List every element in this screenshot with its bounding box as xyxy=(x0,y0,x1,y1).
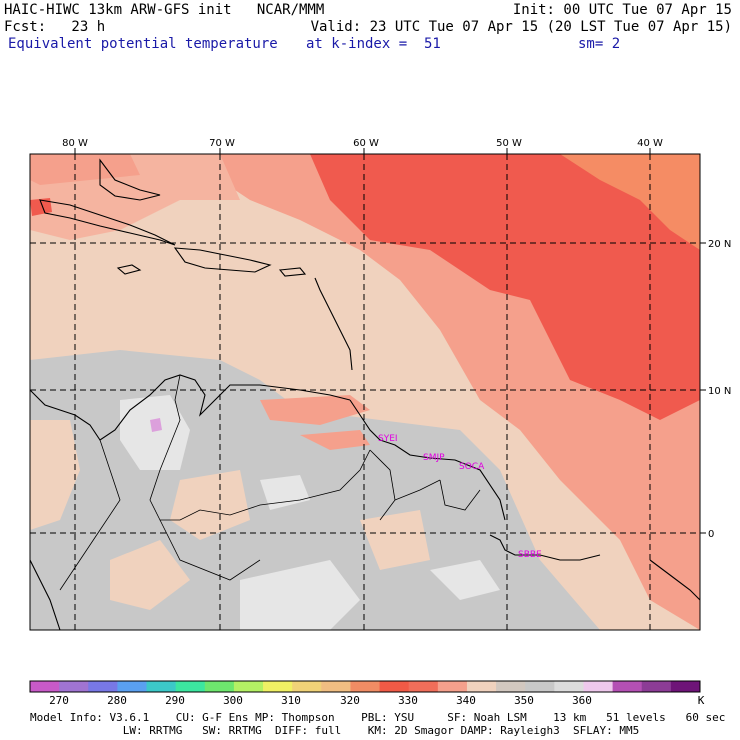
colorbar-label-270: 270 xyxy=(49,694,69,707)
colorbar-label-330: 330 xyxy=(398,694,418,707)
colorbar-swatch xyxy=(554,681,584,692)
colorbar xyxy=(30,681,701,692)
header-valid: Valid: 23 UTC Tue 07 Apr 15 (20 LST Tue … xyxy=(310,19,732,35)
colorbar-swatch xyxy=(583,681,614,692)
colorbar-swatch xyxy=(525,681,555,692)
colorbar-label-360: 360 xyxy=(572,694,592,707)
colorbar-swatch xyxy=(641,681,672,692)
lon-label-80w: 80 W xyxy=(62,138,88,149)
lat-label-0: 0 xyxy=(708,529,714,540)
colorbar-swatch xyxy=(408,681,439,692)
axis-ticks xyxy=(74,148,706,534)
map-frame xyxy=(29,153,701,631)
model-info-line1: Model Info: V3.6.1 CU: G-F Ens MP: Thomp… xyxy=(30,711,726,724)
colorbar-label-320: 320 xyxy=(340,694,360,707)
colorbar-swatch xyxy=(204,681,235,692)
header-forecast: Fcst: 23 h xyxy=(4,19,106,35)
colorbar-label-300: 300 xyxy=(223,694,243,707)
colorbar-label-310: 310 xyxy=(281,694,301,707)
lon-label-70w: 70 W xyxy=(209,138,235,149)
colorbar-swatch xyxy=(263,681,293,692)
colorbar-unit: K xyxy=(697,694,705,707)
lat-label-10n: 10 N xyxy=(708,386,731,397)
colorbar-swatch xyxy=(496,681,526,692)
colorbar-frame xyxy=(29,680,701,693)
colorbar-swatch xyxy=(30,681,60,692)
header-init: Init: 00 UTC Tue 07 Apr 15 xyxy=(512,2,732,18)
colorbar-swatch xyxy=(233,681,264,692)
colorbar-label-280: 280 xyxy=(107,694,127,707)
station-label-smjp: SMJP xyxy=(423,453,445,463)
header-title: HAIC-HIWC 13km ARW-GFS init NCAR/MMM xyxy=(4,2,325,18)
political-borders xyxy=(59,374,481,591)
field-name: Equivalent potential temperature xyxy=(8,36,278,52)
lon-label-40w: 40 W xyxy=(637,138,663,149)
colorbar-label-340: 340 xyxy=(456,694,476,707)
station-label-sbbe: SBBE xyxy=(518,550,542,560)
lon-label-50w: 50 W xyxy=(496,138,522,149)
colorbar-swatch xyxy=(117,681,148,692)
colorbar-swatch xyxy=(612,681,643,692)
colorbar-swatch xyxy=(292,681,322,692)
lat-lon-grid xyxy=(30,154,700,630)
coastlines xyxy=(30,158,700,630)
colorbar-swatch xyxy=(146,681,177,692)
station-label-soca: SOCA xyxy=(459,462,485,472)
colorbar-swatch xyxy=(379,681,410,692)
colorbar-swatch xyxy=(321,681,351,692)
colorbar-swatch xyxy=(466,681,497,692)
model-info-line2: LW: RRTMG SW: RRTMG DIFF: full KM: 2D Sm… xyxy=(30,724,640,737)
k-index: at k-index = 51 xyxy=(306,36,441,52)
colorbar-label-350: 350 xyxy=(514,694,534,707)
colorbar-swatch xyxy=(350,681,381,692)
colorbar-swatch xyxy=(670,681,701,692)
colorbar-swatch xyxy=(437,681,468,692)
colorbar-swatch xyxy=(88,681,118,692)
colorbar-swatch xyxy=(175,681,206,692)
colorbar-label-290: 290 xyxy=(165,694,185,707)
station-label-syei: SYEI xyxy=(378,434,398,444)
lat-label-20n: 20 N xyxy=(708,239,731,250)
smoothing: sm= 2 xyxy=(578,36,621,52)
lon-label-60w: 60 W xyxy=(353,138,379,149)
colorbar-swatch xyxy=(59,681,89,692)
theta-e-field xyxy=(30,154,700,630)
